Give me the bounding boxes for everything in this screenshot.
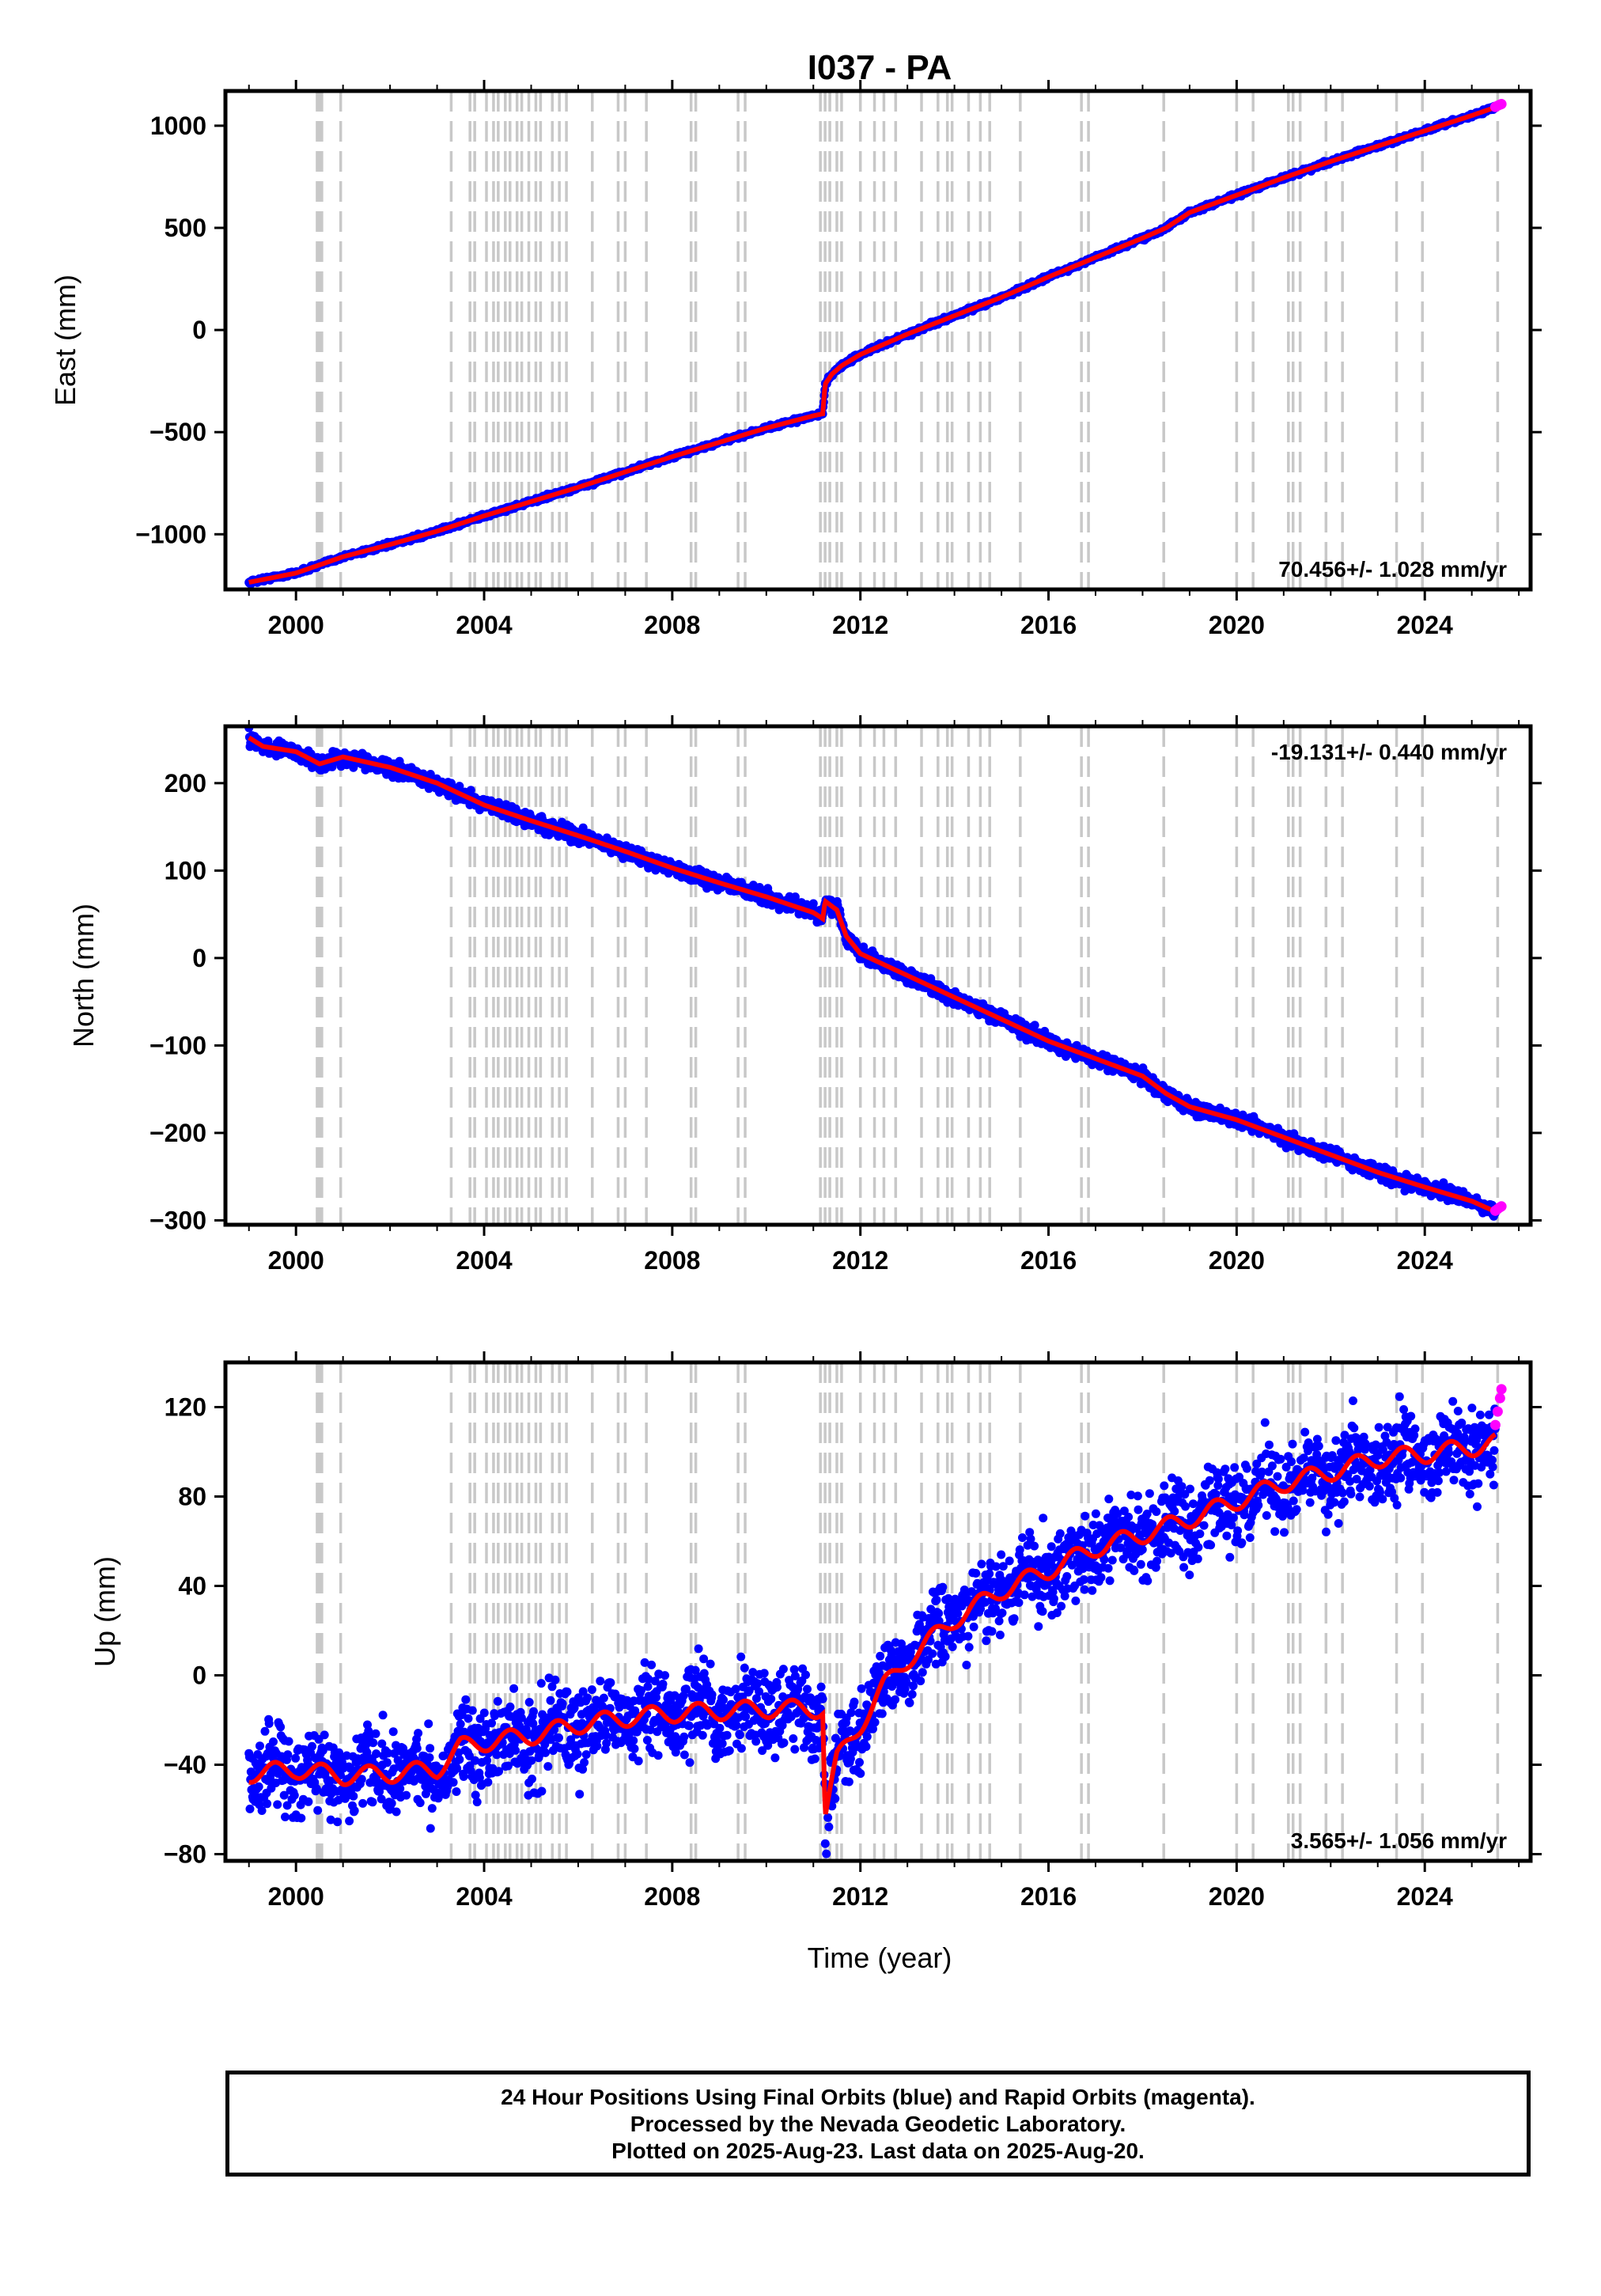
data-point	[327, 762, 337, 771]
y-tick-label: −1000	[135, 520, 206, 548]
x-tick-label: 2004	[456, 611, 512, 639]
north-panel: 2000 2004 2008 2012 2016 2020 2024−300−200−100…	[67, 715, 1542, 1275]
data-point	[1030, 1021, 1039, 1030]
velocity-label: 70.456+/- 1.028 mm/yr	[1278, 557, 1507, 582]
x-tick-label: 2020	[1209, 611, 1265, 639]
y-tick-label: −500	[150, 418, 206, 446]
x-tick-label: 2008	[644, 611, 700, 639]
step-lines	[316, 726, 1500, 1225]
y-tick-label: 1000	[150, 112, 206, 140]
model-fit-line	[248, 104, 1497, 585]
x-tick-label: 2012	[832, 611, 888, 639]
data-point	[578, 823, 588, 832]
plot-frame	[223, 89, 1533, 592]
data-point	[859, 942, 869, 952]
final-orbit-points	[244, 101, 1500, 589]
step-lines	[316, 91, 1500, 589]
east-panel: 2000 2004 2008 2012 2016 2020 2024 −1000 −500 0 50…	[49, 80, 1542, 639]
data-point	[808, 899, 818, 908]
y-tick-label: 500	[165, 214, 206, 242]
y-tick-label: 0	[192, 316, 206, 344]
y-axis-label: East (mm)	[49, 275, 81, 406]
chart-title: I037 - PA	[808, 48, 952, 87]
data-point	[602, 833, 611, 843]
rapid-orbit-point	[1496, 99, 1507, 110]
x-tick-label: 2024	[1397, 611, 1453, 639]
data-point	[1439, 1178, 1448, 1188]
x-tick-label: 2000	[268, 611, 324, 639]
x-tick-label: 2016	[1020, 611, 1077, 639]
